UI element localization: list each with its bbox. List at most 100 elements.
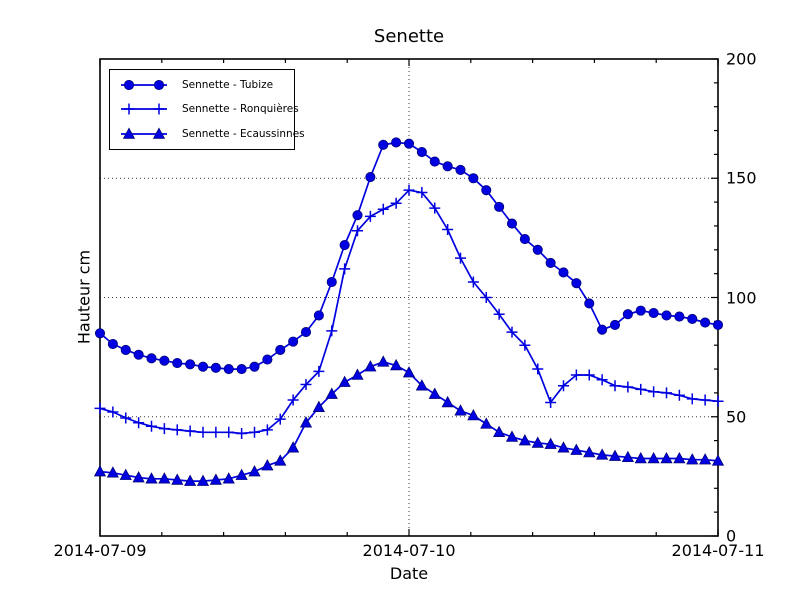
triangle-marker <box>209 473 222 485</box>
plus-marker <box>153 103 165 115</box>
plus-marker <box>609 380 621 392</box>
circle-marker <box>558 267 569 278</box>
triangle-marker <box>377 355 390 367</box>
plus-marker <box>519 339 531 351</box>
triangle-marker <box>441 395 454 408</box>
triangle-marker <box>686 453 699 465</box>
triangle-line-marker-glyph <box>121 127 167 139</box>
triangle-marker <box>467 409 480 421</box>
triangle-marker <box>364 360 377 372</box>
circle-marker <box>94 328 106 339</box>
plus-marker <box>274 413 286 425</box>
circle-marker <box>481 185 492 196</box>
circle-marker <box>687 313 698 325</box>
plus-marker <box>403 184 415 196</box>
plus-marker <box>699 394 711 406</box>
plus-marker <box>339 263 351 275</box>
plus-marker <box>480 292 492 303</box>
plus-marker <box>210 426 222 438</box>
plus-marker <box>158 423 170 435</box>
circle-marker <box>210 362 221 373</box>
triangle-marker <box>544 437 557 449</box>
circle-marker <box>107 338 118 350</box>
circle-marker <box>712 319 724 330</box>
circle-marker <box>609 319 621 330</box>
plus-marker <box>570 369 582 381</box>
plus-marker <box>261 424 273 436</box>
circle-marker <box>365 172 376 183</box>
triangle-marker <box>557 441 570 453</box>
triangle-marker <box>261 459 274 471</box>
triangle-marker <box>196 474 210 486</box>
triangle-marker <box>299 416 313 428</box>
circle-marker <box>519 234 530 245</box>
triangle-marker <box>158 472 171 484</box>
triangle-marker <box>634 451 647 464</box>
legend-label: Sennette - Tubize <box>182 79 274 92</box>
triangle-marker <box>699 453 712 465</box>
triangle-marker <box>583 445 596 458</box>
plus-marker <box>236 427 248 439</box>
plus-marker <box>545 396 557 408</box>
plus-marker <box>364 210 376 222</box>
circle-marker <box>442 161 453 172</box>
circle-marker <box>339 239 350 251</box>
circle-marker <box>674 311 685 322</box>
circle-marker <box>223 363 234 375</box>
plus-marker <box>326 325 338 337</box>
circle-marker <box>429 156 440 167</box>
plus-marker <box>120 412 132 424</box>
legend-item-ronquieres: Sennette - Ronquières <box>110 98 299 120</box>
plus-marker <box>300 379 312 391</box>
legend: Sennette - Tubize Sennette - Ronquières … <box>109 69 305 150</box>
circle-marker <box>700 317 711 328</box>
legend-item-ecaussinnes: Sennette - Ecaussinnes <box>110 123 305 145</box>
chart-title: Senette <box>373 26 445 47</box>
triangle-marker <box>531 436 544 448</box>
circle-marker <box>468 173 479 184</box>
triangle-marker <box>660 451 673 464</box>
triangle-marker <box>518 434 531 446</box>
circle-marker <box>416 146 427 158</box>
x-axis-label: Date <box>389 564 429 583</box>
triangle-marker <box>235 468 248 480</box>
circle-marker <box>275 344 286 356</box>
plus-marker <box>635 383 647 395</box>
x-tick-label: 2014-07-10 <box>362 541 456 560</box>
plus-marker <box>506 326 518 338</box>
plus-marker <box>493 308 505 320</box>
circle-marker <box>326 276 337 288</box>
plus-marker <box>673 389 685 401</box>
circle-marker <box>172 358 183 369</box>
y-tick-label: 200 <box>726 49 757 69</box>
plus-marker <box>596 374 608 386</box>
plus-marker <box>390 197 402 209</box>
plus-marker <box>648 386 660 398</box>
triangle-marker <box>145 472 158 484</box>
plus-marker <box>107 406 119 418</box>
circle-marker <box>352 210 363 221</box>
plus-marker <box>532 363 544 375</box>
plus-marker <box>287 394 299 406</box>
circle-marker <box>159 355 170 366</box>
triangle-marker <box>570 443 583 455</box>
triangle-marker <box>312 400 325 412</box>
legend-label: Sennette - Ronquières <box>182 103 299 116</box>
triangle-marker <box>673 451 686 464</box>
plus-marker <box>416 187 428 199</box>
circle-marker <box>584 298 595 309</box>
circle-marker <box>133 349 144 360</box>
triangle-marker <box>287 441 300 453</box>
triangle-marker <box>711 454 725 466</box>
triangle-marker <box>171 473 184 485</box>
triangle-marker <box>93 465 107 477</box>
triangle-marker <box>274 454 287 466</box>
plus-marker <box>223 426 235 438</box>
circle-marker <box>494 201 505 212</box>
plus-marker <box>661 387 672 399</box>
plus-marker <box>197 426 209 438</box>
plus-marker <box>622 381 634 393</box>
triangle-marker <box>106 466 119 478</box>
plus-marker <box>467 276 479 288</box>
